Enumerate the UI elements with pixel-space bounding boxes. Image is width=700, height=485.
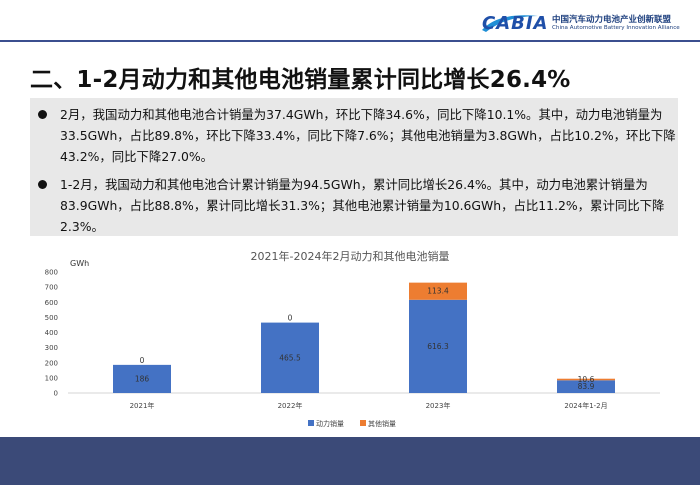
bullet-text-2: 1-2月，我国动力和其他电池合计累计销量为94.5GWh，累计同比增长26.4%… [60,177,665,234]
bar-other-4 [557,378,615,381]
org-name-cn: 中国汽车动力电池产业创新联盟 [552,15,672,25]
data-label-power: 83.9 [578,382,595,391]
footer-bar [0,437,700,485]
bar-power-4 [557,380,615,393]
y-tick-label: 800 [45,269,58,277]
y-tick-label: 500 [45,314,58,322]
data-label-power: 186 [135,374,150,383]
bullet-dot [38,110,47,119]
org-name-en: China Automotive Battery Innovation Alli… [552,25,680,31]
bar-other-3 [409,282,467,300]
logo-text: CABIA [482,13,549,34]
logo-swoosh [482,15,538,32]
y-tick-label: 0 [54,390,58,398]
x-tick-label: 2021年 [130,401,155,410]
y-tick-label: 300 [45,344,58,352]
legend-swatch-2 [360,420,366,426]
sales-chart: 2021年-2024年2月动力和其他电池销量 GWh 0 100 200 300 400 50… [45,249,660,428]
data-label-other: 0 [140,356,145,365]
bar-power-1 [113,364,171,393]
data-label-power: 616.3 [427,342,449,351]
header-divider [0,40,700,42]
legend-swatch-1 [308,420,314,426]
data-label-power: 465.5 [279,353,301,362]
y-tick-label: 600 [45,299,58,307]
bullet-dot [38,180,47,189]
y-tick-label: 200 [45,359,58,367]
x-tick-label: 2022年 [278,401,303,410]
y-tick-label: 700 [45,284,58,292]
chart-title: 2021年-2024年2月动力和其他电池销量 [251,249,450,263]
bar-power-3 [409,299,467,393]
bullet-text-1: 2月，我国动力和其他电池合计销量为37.4GWh，环比下降34.6%，同比下降1… [60,107,676,164]
x-tick-label: 2024年1-2月 [564,401,607,410]
y-axis-unit-label: GWh [70,259,89,268]
header-bar [0,0,700,42]
legend-label-1: 动力销量 [316,419,344,428]
bar-power-2 [261,322,319,393]
cabia-logo-icon [482,15,538,32]
legend-label-2: 其他销量 [368,419,396,428]
x-tick-label: 2023年 [426,401,451,410]
data-label-other: 113.4 [427,287,449,296]
summary-box: 2月，我国动力和其他电池合计销量为37.4GWh，环比下降34.6%，同比下降1… [30,98,678,236]
data-label-other: 0 [288,314,293,323]
page-title: 二、1-2月动力和其他电池销量累计同比增长26.4% [30,67,571,93]
y-tick-label: 100 [45,374,58,382]
y-tick-label: 400 [45,329,58,337]
data-label-other: 10.6 [578,375,595,384]
